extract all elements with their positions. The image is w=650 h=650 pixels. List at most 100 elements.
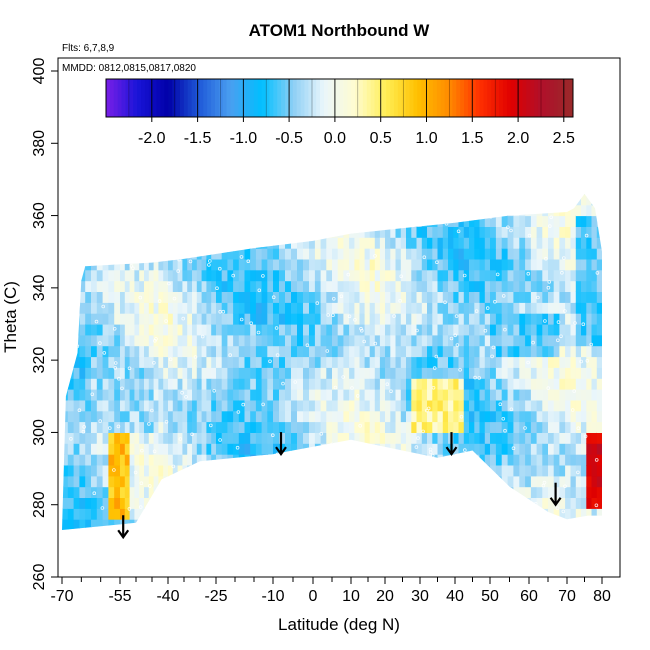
- heatmap-cell: [432, 399, 439, 412]
- heatmap-cell: [416, 269, 423, 282]
- heatmap-cell: [129, 215, 135, 227]
- heatmap-cell: [326, 193, 333, 206]
- heatmap-cell: [343, 508, 350, 520]
- heatmap-cell: [279, 399, 286, 412]
- heatmap-cell: [581, 313, 587, 325]
- heatmap-cell: [285, 475, 292, 488]
- heatmap-cell: [490, 475, 497, 488]
- heatmap-cell: [73, 410, 80, 423]
- heatmap-cell: [453, 334, 460, 347]
- heatmap-cell: [172, 215, 179, 227]
- heatmap-cell: [337, 389, 344, 401]
- heatmap-cell: [427, 291, 433, 303]
- heatmap-cell: [211, 204, 217, 217]
- heatmap-cell: [297, 389, 304, 401]
- heatmap-cell: [337, 302, 344, 314]
- heatmap-cell: [437, 367, 444, 379]
- heatmap-cell: [172, 258, 179, 271]
- colorbar-swatch: [218, 79, 224, 117]
- heatmap-cell: [507, 519, 514, 530]
- heatmap-cell: [139, 399, 145, 412]
- sample-marker: [358, 423, 363, 428]
- sample-marker: [121, 221, 125, 226]
- heatmap-cell: [120, 443, 126, 455]
- heatmap-cell: [332, 389, 339, 401]
- heatmap-cell: [216, 313, 223, 325]
- heatmap-cell: [303, 399, 310, 412]
- heatmap-cell: [187, 443, 193, 455]
- heatmap-cell: [182, 193, 188, 206]
- heatmap-cell: [525, 280, 532, 292]
- heatmap-cell: [163, 269, 169, 282]
- heatmap-cell: [495, 237, 503, 249]
- heatmap-cell: [192, 530, 197, 541]
- heatmap-cell: [513, 215, 520, 227]
- heatmap-cell: [448, 291, 454, 303]
- heatmap-cell: [120, 269, 126, 282]
- heatmap-cell: [291, 334, 298, 347]
- heatmap-cell: [469, 519, 475, 530]
- heatmap-cell: [453, 497, 460, 509]
- heatmap-cell: [513, 226, 520, 238]
- heatmap-cell: [227, 258, 234, 271]
- heatmap-cell: [187, 399, 193, 412]
- sample-marker: [370, 488, 375, 492]
- heatmap-cell: [385, 313, 391, 325]
- heatmap-cell: [73, 258, 80, 271]
- heatmap-cell: [192, 280, 198, 292]
- heatmap-cell: [575, 519, 582, 530]
- heatmap-cell: [354, 421, 361, 433]
- sample-marker: [199, 476, 203, 481]
- heatmap-cell: [343, 280, 350, 292]
- heatmap-cell: [244, 193, 251, 206]
- sample-marker: [138, 505, 143, 509]
- heatmap-cell: [364, 519, 371, 530]
- heatmap-cell: [427, 193, 433, 195]
- heatmap-cell: [144, 508, 150, 520]
- heatmap-cell: [591, 215, 598, 227]
- heatmap-cell: [501, 193, 509, 206]
- colorbar-swatch: [296, 79, 302, 117]
- heatmap-cell: [364, 367, 371, 379]
- heatmap-cell: [332, 226, 339, 238]
- sample-marker: [414, 445, 419, 449]
- heatmap-cell: [469, 334, 475, 347]
- heatmap-cell: [153, 345, 159, 358]
- heatmap-cell: [148, 399, 155, 412]
- heatmap-cell: [349, 248, 355, 260]
- heatmap-cell: [144, 378, 150, 390]
- heatmap-cell: [291, 345, 298, 358]
- heatmap-cell: [273, 465, 280, 477]
- heatmap-cell: [221, 280, 228, 292]
- heatmap-cell: [153, 204, 159, 217]
- heatmap-cell: [501, 193, 509, 195]
- heatmap-cell: [416, 399, 423, 412]
- heatmap-cell: [565, 258, 572, 271]
- heatmap-cell: [390, 215, 397, 227]
- heatmap-cell: [261, 465, 268, 477]
- heatmap-cell: [343, 399, 350, 412]
- colorbar-swatch: [386, 79, 391, 117]
- sample-marker: [462, 273, 467, 278]
- heatmap-cell: [463, 454, 470, 466]
- heatmap-cell: [102, 302, 109, 314]
- heatmap-cell: [303, 193, 310, 206]
- heatmap-cell: [134, 237, 140, 249]
- heatmap-cell: [542, 486, 549, 498]
- heatmap-cell: [548, 530, 554, 541]
- heatmap-cell: [374, 356, 381, 368]
- sample-marker: [82, 425, 86, 429]
- heatmap-cell: [285, 508, 292, 520]
- heatmap-cell: [469, 410, 475, 423]
- heatmap-cell: [332, 367, 339, 379]
- heatmap-cell: [519, 302, 526, 314]
- heatmap-cell: [221, 465, 228, 477]
- heatmap-cell: [437, 410, 444, 423]
- heatmap-cell: [73, 193, 80, 206]
- sample-marker: [204, 238, 209, 243]
- heatmap-cell: [261, 313, 268, 325]
- heatmap-cell: [596, 313, 602, 325]
- heatmap-cell: [309, 258, 316, 271]
- heatmap-cell: [542, 497, 549, 509]
- heatmap-cell: [596, 345, 602, 358]
